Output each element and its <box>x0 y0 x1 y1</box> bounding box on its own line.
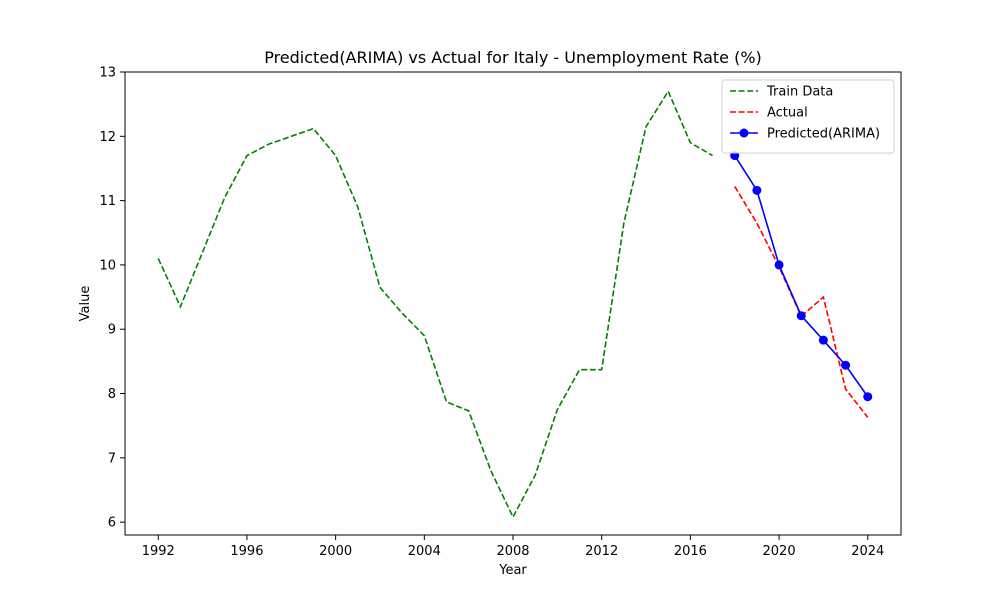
x-axis: 1992 1996 2000 2004 2008 2012 2016 2020 2024 <box>142 535 884 559</box>
x-tick-label: 2016 <box>674 544 707 559</box>
y-axis: 6 7 8 9 10 11 12 13 <box>99 66 125 531</box>
chart-title: Predicted(ARIMA) vs Actual for Italy - U… <box>264 48 762 67</box>
legend-label: Train Data <box>766 85 833 100</box>
x-tick-label: 1996 <box>230 544 263 559</box>
x-tick-label: 2020 <box>763 544 796 559</box>
y-tick-label: 6 <box>108 516 116 531</box>
legend: Train Data Actual Predicted(ARIMA) <box>721 79 895 154</box>
legend-box <box>721 79 895 154</box>
y-tick-label: 10 <box>99 258 116 273</box>
series-point-predicted-arima <box>841 360 851 370</box>
x-tick-label: 2012 <box>585 544 618 559</box>
series-point-predicted-arima <box>774 260 784 270</box>
y-tick-label: 12 <box>99 130 116 145</box>
legend-label: Actual <box>767 106 808 121</box>
y-tick-label: 8 <box>108 387 116 402</box>
y-tick-label: 9 <box>108 323 116 338</box>
series-point-predicted-arima <box>818 335 828 345</box>
x-tick-label: 1992 <box>142 544 175 559</box>
series-line-actual <box>734 186 869 418</box>
series-point-predicted-arima <box>796 311 806 321</box>
y-tick-label: 11 <box>99 194 116 209</box>
legend-label: Predicted(ARIMA) <box>767 127 880 142</box>
y-tick-label: 13 <box>99 66 116 81</box>
series-line-train-data <box>157 89 713 519</box>
x-tick-label: 2008 <box>496 544 529 559</box>
series-point-predicted-arima <box>752 185 762 195</box>
plot-area <box>157 89 873 519</box>
x-tick-label: 2000 <box>319 544 352 559</box>
legend-marker <box>739 128 749 138</box>
y-axis-label: Value <box>78 286 93 322</box>
series-point-predicted-arima <box>863 392 873 402</box>
x-tick-label: 2004 <box>408 544 441 559</box>
y-tick-label: 7 <box>108 451 116 466</box>
x-axis-label: Year <box>498 563 527 578</box>
x-tick-label: 2024 <box>851 544 884 559</box>
